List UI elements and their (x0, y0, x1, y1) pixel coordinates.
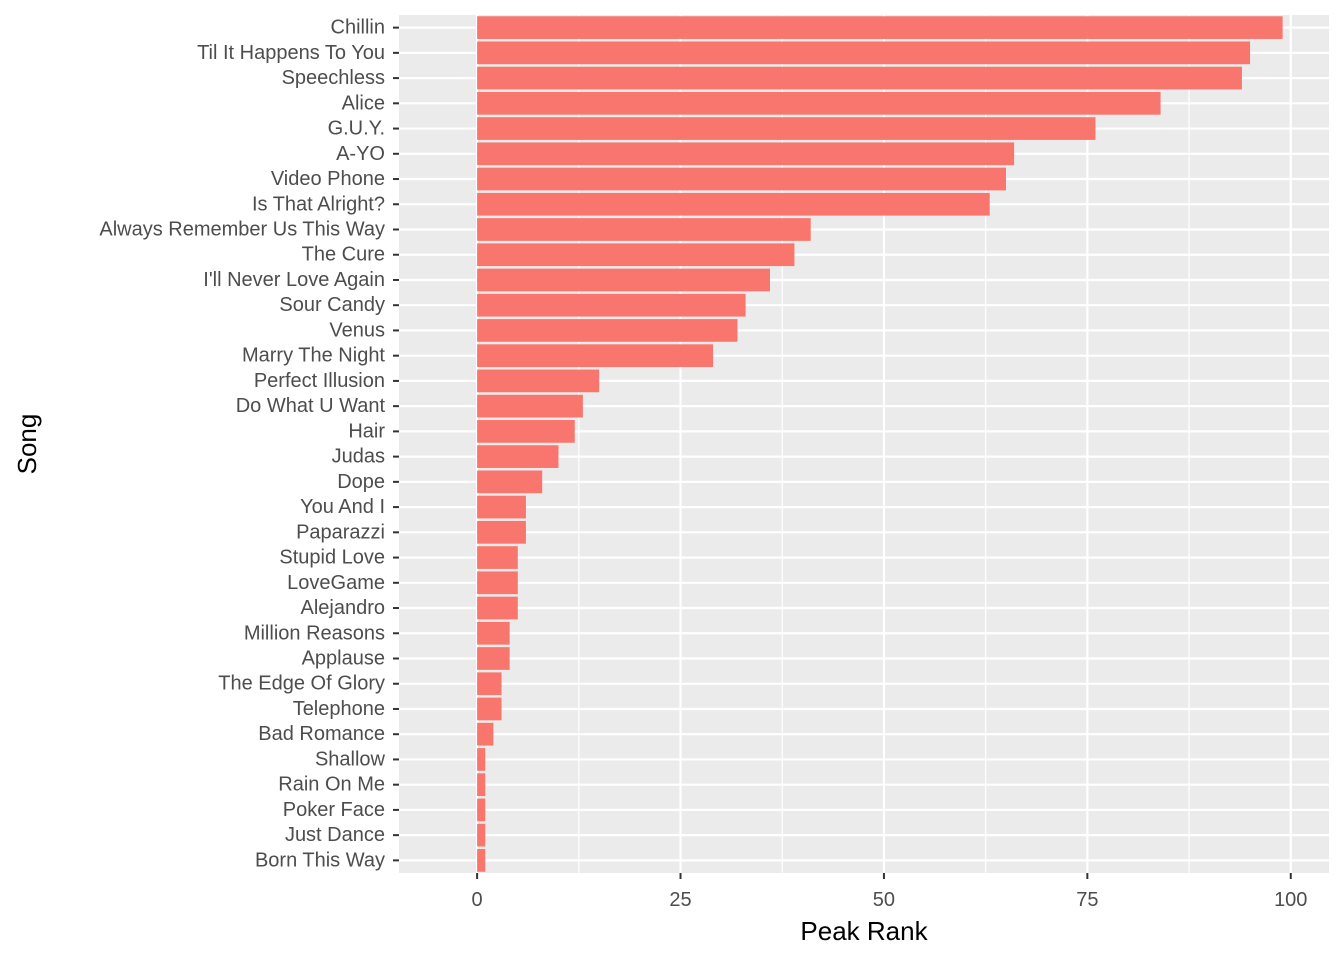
bar (477, 773, 486, 797)
y-tick-label: Chillin (331, 17, 385, 39)
y-tick-label: Dope (337, 471, 385, 493)
bar (477, 445, 559, 468)
bar (477, 117, 1096, 140)
y-tick-label: Poker Face (283, 799, 385, 821)
y-tick-label: G.U.Y. (328, 118, 385, 140)
y-tick-label: Speechless (282, 67, 385, 89)
y-tick-label: Perfect Illusion (254, 370, 385, 392)
x-tick-label: 75 (1076, 889, 1098, 911)
y-tick-label: Til It Happens To You (197, 42, 385, 64)
bar (477, 420, 575, 443)
bar (477, 66, 1242, 90)
y-tick-label: Hair (348, 420, 385, 442)
bar (477, 16, 1283, 39)
y-tick-label: Marry The Night (242, 345, 385, 367)
bar (477, 369, 600, 393)
y-axis-title: Song (12, 414, 42, 475)
y-tick-label: The Edge Of Glory (218, 673, 385, 695)
bar (477, 319, 738, 342)
bar (477, 394, 583, 418)
y-tick-label: Sour Candy (279, 294, 385, 316)
bar (477, 722, 494, 746)
y-tick-label: Telephone (293, 698, 385, 720)
bar (477, 192, 990, 216)
y-tick-label: Million Reasons (244, 622, 385, 644)
y-tick-label: Always Remember Us This Way (99, 219, 385, 241)
x-axis-ticks: 0 25 50 75 100 (472, 873, 1307, 911)
bar (477, 41, 1251, 65)
y-tick-label: Is That Alright? (252, 193, 385, 215)
bar (477, 798, 486, 822)
bar (477, 495, 526, 519)
bar (477, 571, 518, 595)
bar (477, 218, 811, 241)
y-tick-label: Stupid Love (279, 547, 385, 569)
x-tick-label: 100 (1274, 889, 1307, 911)
bar (477, 697, 502, 721)
y-tick-label: I'll Never Love Again (203, 269, 385, 291)
x-tick-label: 25 (669, 889, 691, 911)
bar (477, 470, 543, 494)
bar (477, 748, 486, 771)
y-tick-label: The Cure (302, 244, 385, 266)
y-tick-label: You And I (300, 496, 385, 518)
bar (477, 672, 502, 696)
bar (477, 142, 1015, 166)
bar (477, 520, 526, 544)
bar (477, 823, 486, 847)
y-tick-label: Born This Way (255, 849, 385, 871)
bar (477, 243, 795, 267)
y-tick-label: Applause (302, 648, 385, 670)
bar (477, 91, 1161, 115)
y-tick-label: Video Phone (271, 168, 385, 190)
y-tick-label: Judas (332, 446, 385, 468)
y-tick-label: Paparazzi (296, 521, 385, 543)
y-tick-label: Alejandro (300, 597, 385, 619)
bar (477, 647, 510, 670)
y-tick-label: Venus (329, 319, 385, 341)
y-tick-label: A-YO (336, 143, 385, 165)
bar (477, 344, 714, 368)
y-tick-label: LoveGame (287, 572, 385, 594)
bar (477, 849, 486, 872)
bar (477, 621, 510, 645)
bars (477, 16, 1283, 872)
y-tick-label: Alice (342, 92, 385, 114)
y-axis-ticks: Chillin Til It Happens To You Speechless Al… (99, 17, 399, 871)
y-tick-label: Bad Romance (258, 723, 385, 745)
bar (477, 596, 518, 620)
y-tick-label: Do What U Want (236, 395, 386, 417)
bar (477, 167, 1006, 191)
bar (477, 293, 746, 317)
x-axis-title: Peak Rank (800, 916, 928, 946)
x-tick-label: 0 (472, 889, 483, 911)
bar (477, 268, 771, 292)
bar (477, 546, 518, 569)
x-tick-label: 50 (873, 889, 895, 911)
y-tick-label: Rain On Me (278, 774, 385, 796)
y-tick-label: Shallow (315, 748, 386, 770)
y-tick-label: Just Dance (285, 824, 385, 846)
